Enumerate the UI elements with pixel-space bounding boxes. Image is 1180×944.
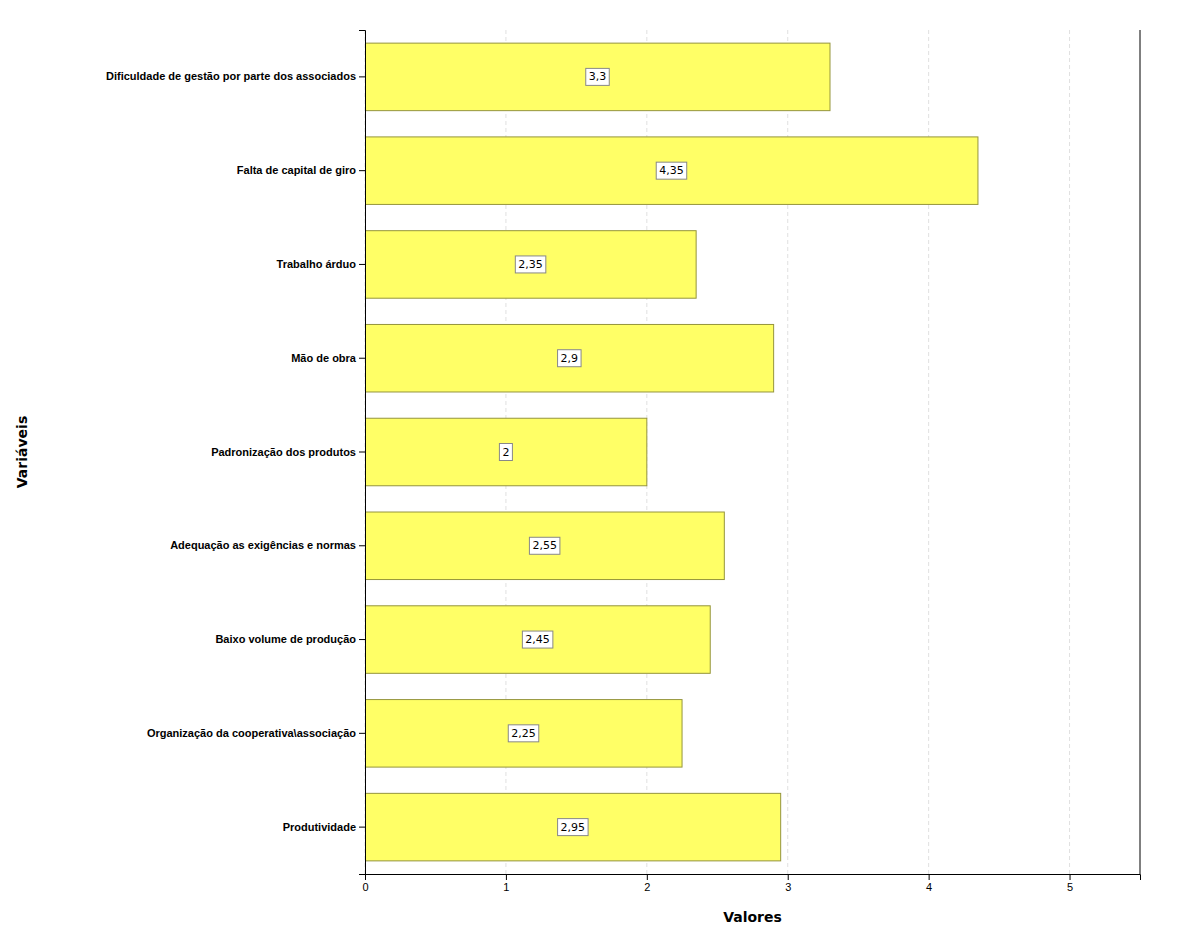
data-label-box [656,162,687,179]
bar [365,231,696,299]
x-axis: 0 1 2 3 4 5 [362,874,1140,893]
x-tick: 3 [785,874,791,893]
data-label: 2 [502,446,509,459]
y-axis: Produtividade Organização da cooperativa\… [106,31,366,875]
y-tick: Adequação as exigências e normas [170,539,365,551]
x-tick: 0 [362,874,368,893]
bar [365,137,978,205]
data-label: 2,95 [561,821,586,834]
y-tick: Padronização dos produtos [211,446,365,458]
data-label-group: 2,45 [522,631,553,648]
y-tick: Falta de capital de giro [237,164,365,176]
y-tick-mark [359,639,365,640]
y-axis-title: Variáveis [14,416,30,488]
data-label: 2,25 [511,727,536,740]
bar [365,512,724,580]
x-tick-mark [1070,874,1071,880]
y-tick-mark [359,733,365,734]
x-tick: 5 [1067,874,1073,893]
data-label-group: 2,55 [529,537,560,554]
data-label-group: 2,35 [515,256,546,273]
data-label-box [515,256,546,273]
y-tick-mark [359,827,365,828]
y-tick-mark [359,358,365,359]
data-label-box [558,819,589,836]
plot: 0 1 2 3 4 5 Produtividade Organização da cooper… [106,30,1141,893]
data-label-group: 3,3 [586,68,610,85]
y-tick-label: Mão de obra [291,352,357,364]
y-tick: Baixo volume de produção [215,633,365,645]
data-label-box [529,537,560,554]
chart: 0 1 2 3 4 5 Produtividade Organização da cooper… [0,0,1180,944]
data-label-box [508,725,539,742]
bar [365,606,710,674]
data-label: 2,45 [525,633,550,646]
data-label-box [522,631,553,648]
y-tick: Organização da cooperativa\associação [147,727,365,739]
x-tick: 1 [503,874,509,893]
y-tick-label: Trabalho árduo [277,258,357,270]
y-tick-label: Falta de capital de giro [237,164,356,176]
data-label: 2,35 [518,258,543,271]
x-tick-mark [788,874,789,880]
x-tick-mark [506,874,507,880]
y-tick: Trabalho árduo [277,258,365,270]
data-labels: 2,95 2,25 2,45 2,55 2 2,9 2,35 4,35 3,3 [499,68,686,835]
data-label-box [586,68,610,85]
y-tick-mark [359,545,365,546]
data-label-box [558,350,582,367]
data-label-group: 2,25 [508,725,539,742]
y-axis-line [359,31,366,875]
bars [365,43,978,861]
data-label-group: 2 [499,444,512,461]
x-axis-title: Valores [723,909,782,925]
y-tick-label: Padronização dos produtos [211,446,356,458]
data-label-group: 4,35 [656,162,687,179]
x-tick-label: 4 [926,881,932,893]
bar [365,43,830,111]
y-tick-label: Adequação as exigências e normas [170,539,356,551]
y-tick: Dificuldade de gestão por parte dos asso… [106,70,365,82]
x-tick-label: 0 [362,881,368,893]
bar [365,418,647,486]
data-label: 2,9 [561,352,579,365]
x-tick: 4 [926,874,932,893]
grid [365,30,1070,874]
data-label-group: 2,95 [558,819,589,836]
y-tick: Produtividade [283,821,365,833]
x-axis-line [366,875,1141,881]
frame-right [1140,30,1141,874]
y-tick-label: Produtividade [283,821,356,833]
bar [365,700,682,768]
bar [365,324,774,392]
bar [365,793,781,861]
y-tick-label: Dificuldade de gestão por parte dos asso… [106,70,356,82]
x-tick-label: 5 [1067,881,1073,893]
x-tick-label: 1 [503,881,509,893]
y-tick: Mão de obra [291,352,365,364]
y-tick-mark [359,76,365,77]
x-tick-label: 2 [644,881,650,893]
data-label-group: 2,9 [558,350,582,367]
y-tick-mark [359,170,365,171]
data-label: 2,55 [532,539,557,552]
data-label: 4,35 [659,164,684,177]
x-tick-mark [929,874,930,880]
y-tick-mark [359,264,365,265]
grid-line [1069,30,1070,874]
y-tick-label: Baixo volume de produção [215,633,356,645]
data-label: 3,3 [589,70,607,83]
x-tick: 2 [644,874,650,893]
x-tick-label: 3 [785,881,791,893]
y-tick-label: Organização da cooperativa\associação [147,727,356,739]
data-label-box [499,444,512,461]
x-tick-mark [647,874,648,880]
y-tick-mark [359,452,365,453]
